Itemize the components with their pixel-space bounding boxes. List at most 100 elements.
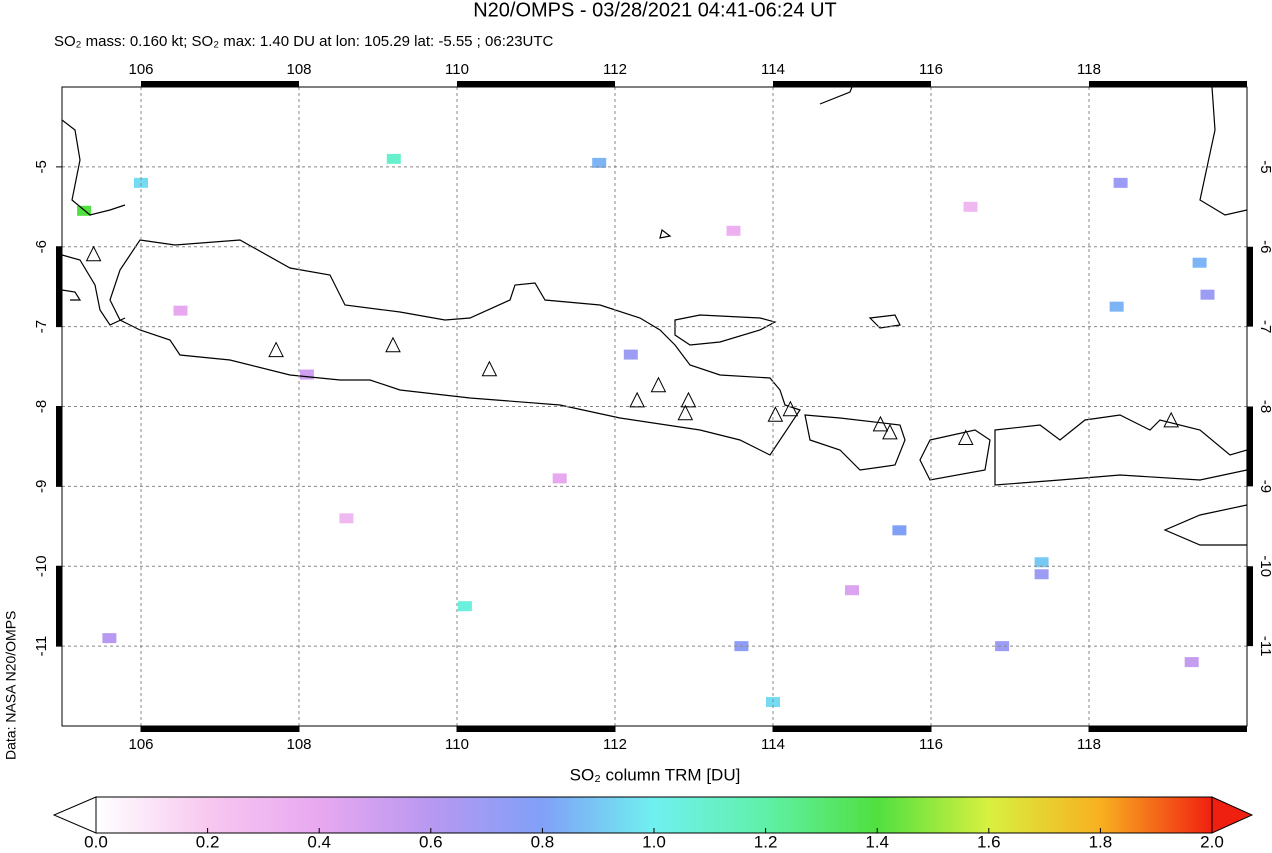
y-tick-label: -11 — [1257, 636, 1272, 657]
volcano — [957, 429, 974, 445]
so2-cell — [1034, 569, 1049, 580]
frame-band — [457, 726, 615, 732]
y-tick-label: -9 — [1257, 480, 1272, 493]
coastline — [659, 228, 901, 346]
chart-title: N20/OMPS - 03/28/2021 04:41-06:24 UT — [473, 0, 837, 21]
x-tick-label: 106 — [128, 61, 153, 78]
y-tick-label: -8 — [1257, 400, 1272, 413]
y-tick-label: -11 — [33, 636, 50, 657]
so2-cell — [299, 369, 314, 380]
frame-band — [773, 81, 931, 87]
map-frame — [61, 86, 1248, 727]
so2-cell — [963, 201, 978, 212]
y-tick-label: -10 — [1257, 555, 1272, 577]
so2-cell — [1109, 301, 1124, 312]
colorbar-tick-label: 1.4 — [865, 832, 889, 851]
y-tick-label: -7 — [33, 320, 50, 333]
volcano — [629, 391, 645, 408]
axes: 106 106 108 108 110 110 112 112 114 114 116 116 118 1… — [33, 61, 1272, 753]
frame-band — [1247, 566, 1253, 647]
y-tick-label: -7 — [1257, 320, 1272, 333]
frame-band — [1247, 406, 1253, 487]
frame-band — [1247, 246, 1253, 327]
so2-cell — [386, 153, 401, 164]
x-tick-label: 116 — [919, 61, 943, 78]
y-tick-label: -5 — [33, 160, 50, 173]
colorbar-body — [95, 796, 1213, 834]
volcano — [481, 360, 498, 377]
colorbar-tick-label: 0.6 — [419, 832, 443, 851]
colorbar-tick-label: 1.8 — [1089, 832, 1113, 851]
frame-band — [141, 81, 299, 87]
coastline — [819, 87, 1247, 546]
colorbar-tick-label: 1.0 — [642, 832, 666, 851]
colorbar: 0.0 0.2 0.4 0.6 0.8 1.0 1.2 1.4 1.6 1.8 2.0 — [52, 796, 1254, 851]
frame-band — [56, 566, 62, 647]
x-tick-label: 118 — [1077, 736, 1101, 753]
so2-cell — [102, 633, 117, 644]
frame-band — [1089, 81, 1247, 87]
colorbar-low-arrow — [52, 796, 97, 834]
colorbar-label: SO₂ column TRM [DU] — [570, 765, 741, 784]
x-tick-label: 118 — [1077, 61, 1101, 78]
coastline — [62, 119, 126, 326]
credit: Data: NASA N20/OMPS — [3, 611, 19, 760]
x-tick-label: 110 — [445, 61, 469, 78]
volcano — [385, 336, 401, 353]
so2-cell — [1192, 257, 1207, 268]
x-tick-label: 108 — [286, 736, 311, 753]
so2-cell — [339, 513, 354, 524]
frame-band — [141, 726, 299, 732]
volcano — [1163, 411, 1179, 428]
frame-band — [56, 246, 62, 327]
volcano — [767, 406, 784, 422]
so2-cell — [1200, 289, 1215, 300]
colorbar-tick-label: 0.8 — [531, 832, 555, 851]
x-tick-label: 114 — [761, 61, 785, 78]
colorbar-tick-label: 0.0 — [84, 832, 108, 851]
coastline — [804, 414, 906, 471]
colorbar-tick-label: 0.4 — [307, 832, 331, 851]
frame-band — [457, 81, 615, 87]
x-tick-label: 112 — [603, 736, 627, 753]
so2-cell — [766, 697, 780, 708]
y-tick-label: -6 — [33, 240, 50, 253]
volcano — [882, 423, 898, 440]
volcano — [872, 415, 889, 432]
so2-cell — [1113, 177, 1128, 188]
colorbar-tick-label: 2.0 — [1200, 832, 1224, 851]
so2-cell — [552, 473, 567, 484]
x-tick-label: 116 — [919, 736, 943, 753]
volcano — [782, 400, 799, 417]
colorbar-tick-label: 0.2 — [196, 832, 220, 851]
colorbar-tick-label: 1.2 — [754, 832, 778, 851]
x-tick-label: 106 — [128, 736, 153, 753]
x-tick-label: 114 — [761, 736, 785, 753]
volcano — [650, 376, 667, 393]
x-tick-label: 108 — [286, 61, 311, 78]
x-tick-label: 110 — [445, 736, 469, 753]
so2-cell — [845, 585, 859, 596]
so2-cell — [134, 177, 148, 188]
volcano — [85, 245, 102, 262]
y-tick-label: -5 — [1257, 160, 1272, 173]
x-tick-label: 112 — [603, 61, 627, 78]
y-tick-label: -8 — [33, 400, 50, 413]
so2-cell — [592, 157, 607, 168]
so2-cell — [623, 349, 638, 360]
so2-cells — [77, 153, 1215, 708]
y-tick-label: -6 — [1257, 240, 1272, 253]
coastline — [994, 414, 1247, 486]
chart-subtitle: SO₂ mass: 0.160 kt; SO₂ max: 1.40 DU at … — [54, 33, 554, 50]
volcano — [680, 391, 697, 408]
coastline — [109, 239, 801, 456]
colorbar-tick-label: 1.6 — [977, 832, 1001, 851]
so2-cell — [892, 525, 907, 536]
y-tick-label: -10 — [33, 555, 50, 577]
so2-cell — [726, 225, 741, 236]
frame-band — [773, 726, 931, 732]
frame-band — [1089, 726, 1247, 732]
coastlines — [62, 87, 1247, 546]
